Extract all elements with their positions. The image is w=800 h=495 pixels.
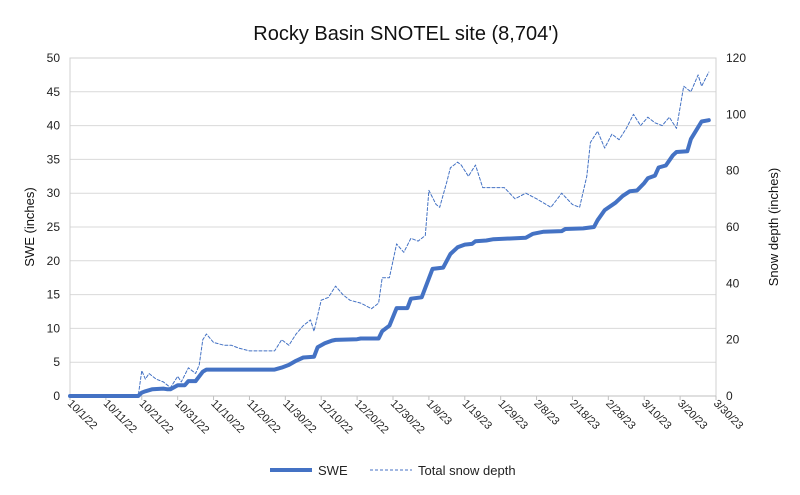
y-left-tick-label: 0 xyxy=(53,389,60,403)
y-right-tick-label: 40 xyxy=(726,276,740,290)
y-left-tick-label: 10 xyxy=(47,321,61,335)
series-layer xyxy=(68,71,711,398)
y-axis-left-title: SWE (inches) xyxy=(22,187,37,266)
series-line-snow-depth xyxy=(69,71,710,397)
y-right-tick-label: 80 xyxy=(726,164,740,178)
y-left-tick-label: 30 xyxy=(47,186,61,200)
chart-title: Rocky Basin SNOTEL site (8,704') xyxy=(253,23,558,45)
y-left-tick-label: 15 xyxy=(47,288,61,302)
legend-label-swe: SWE xyxy=(318,463,348,478)
y-right-tick-label: 60 xyxy=(726,220,740,234)
y-left-tick-label: 50 xyxy=(47,51,61,65)
legend: SWE Total snow depth xyxy=(270,463,516,478)
y-right-tick-label: 100 xyxy=(726,107,746,121)
y-left-tick-label: 25 xyxy=(47,220,61,234)
y-left-tick-label: 35 xyxy=(47,152,61,166)
y-right-tick-label: 120 xyxy=(726,51,746,65)
y-left-tick-label: 20 xyxy=(47,254,61,268)
y-left-tick-label: 40 xyxy=(47,119,61,133)
y-axis-right-title: Snow depth (inches) xyxy=(766,168,781,287)
y-right-tick-label: 20 xyxy=(726,333,740,347)
y-left-tick-label: 45 xyxy=(47,85,61,99)
y-right-tick-label: 0 xyxy=(726,389,733,403)
legend-label-snow-depth: Total snow depth xyxy=(418,463,516,478)
y-left-tick-label: 5 xyxy=(53,355,60,369)
series-line-swe xyxy=(68,118,711,398)
